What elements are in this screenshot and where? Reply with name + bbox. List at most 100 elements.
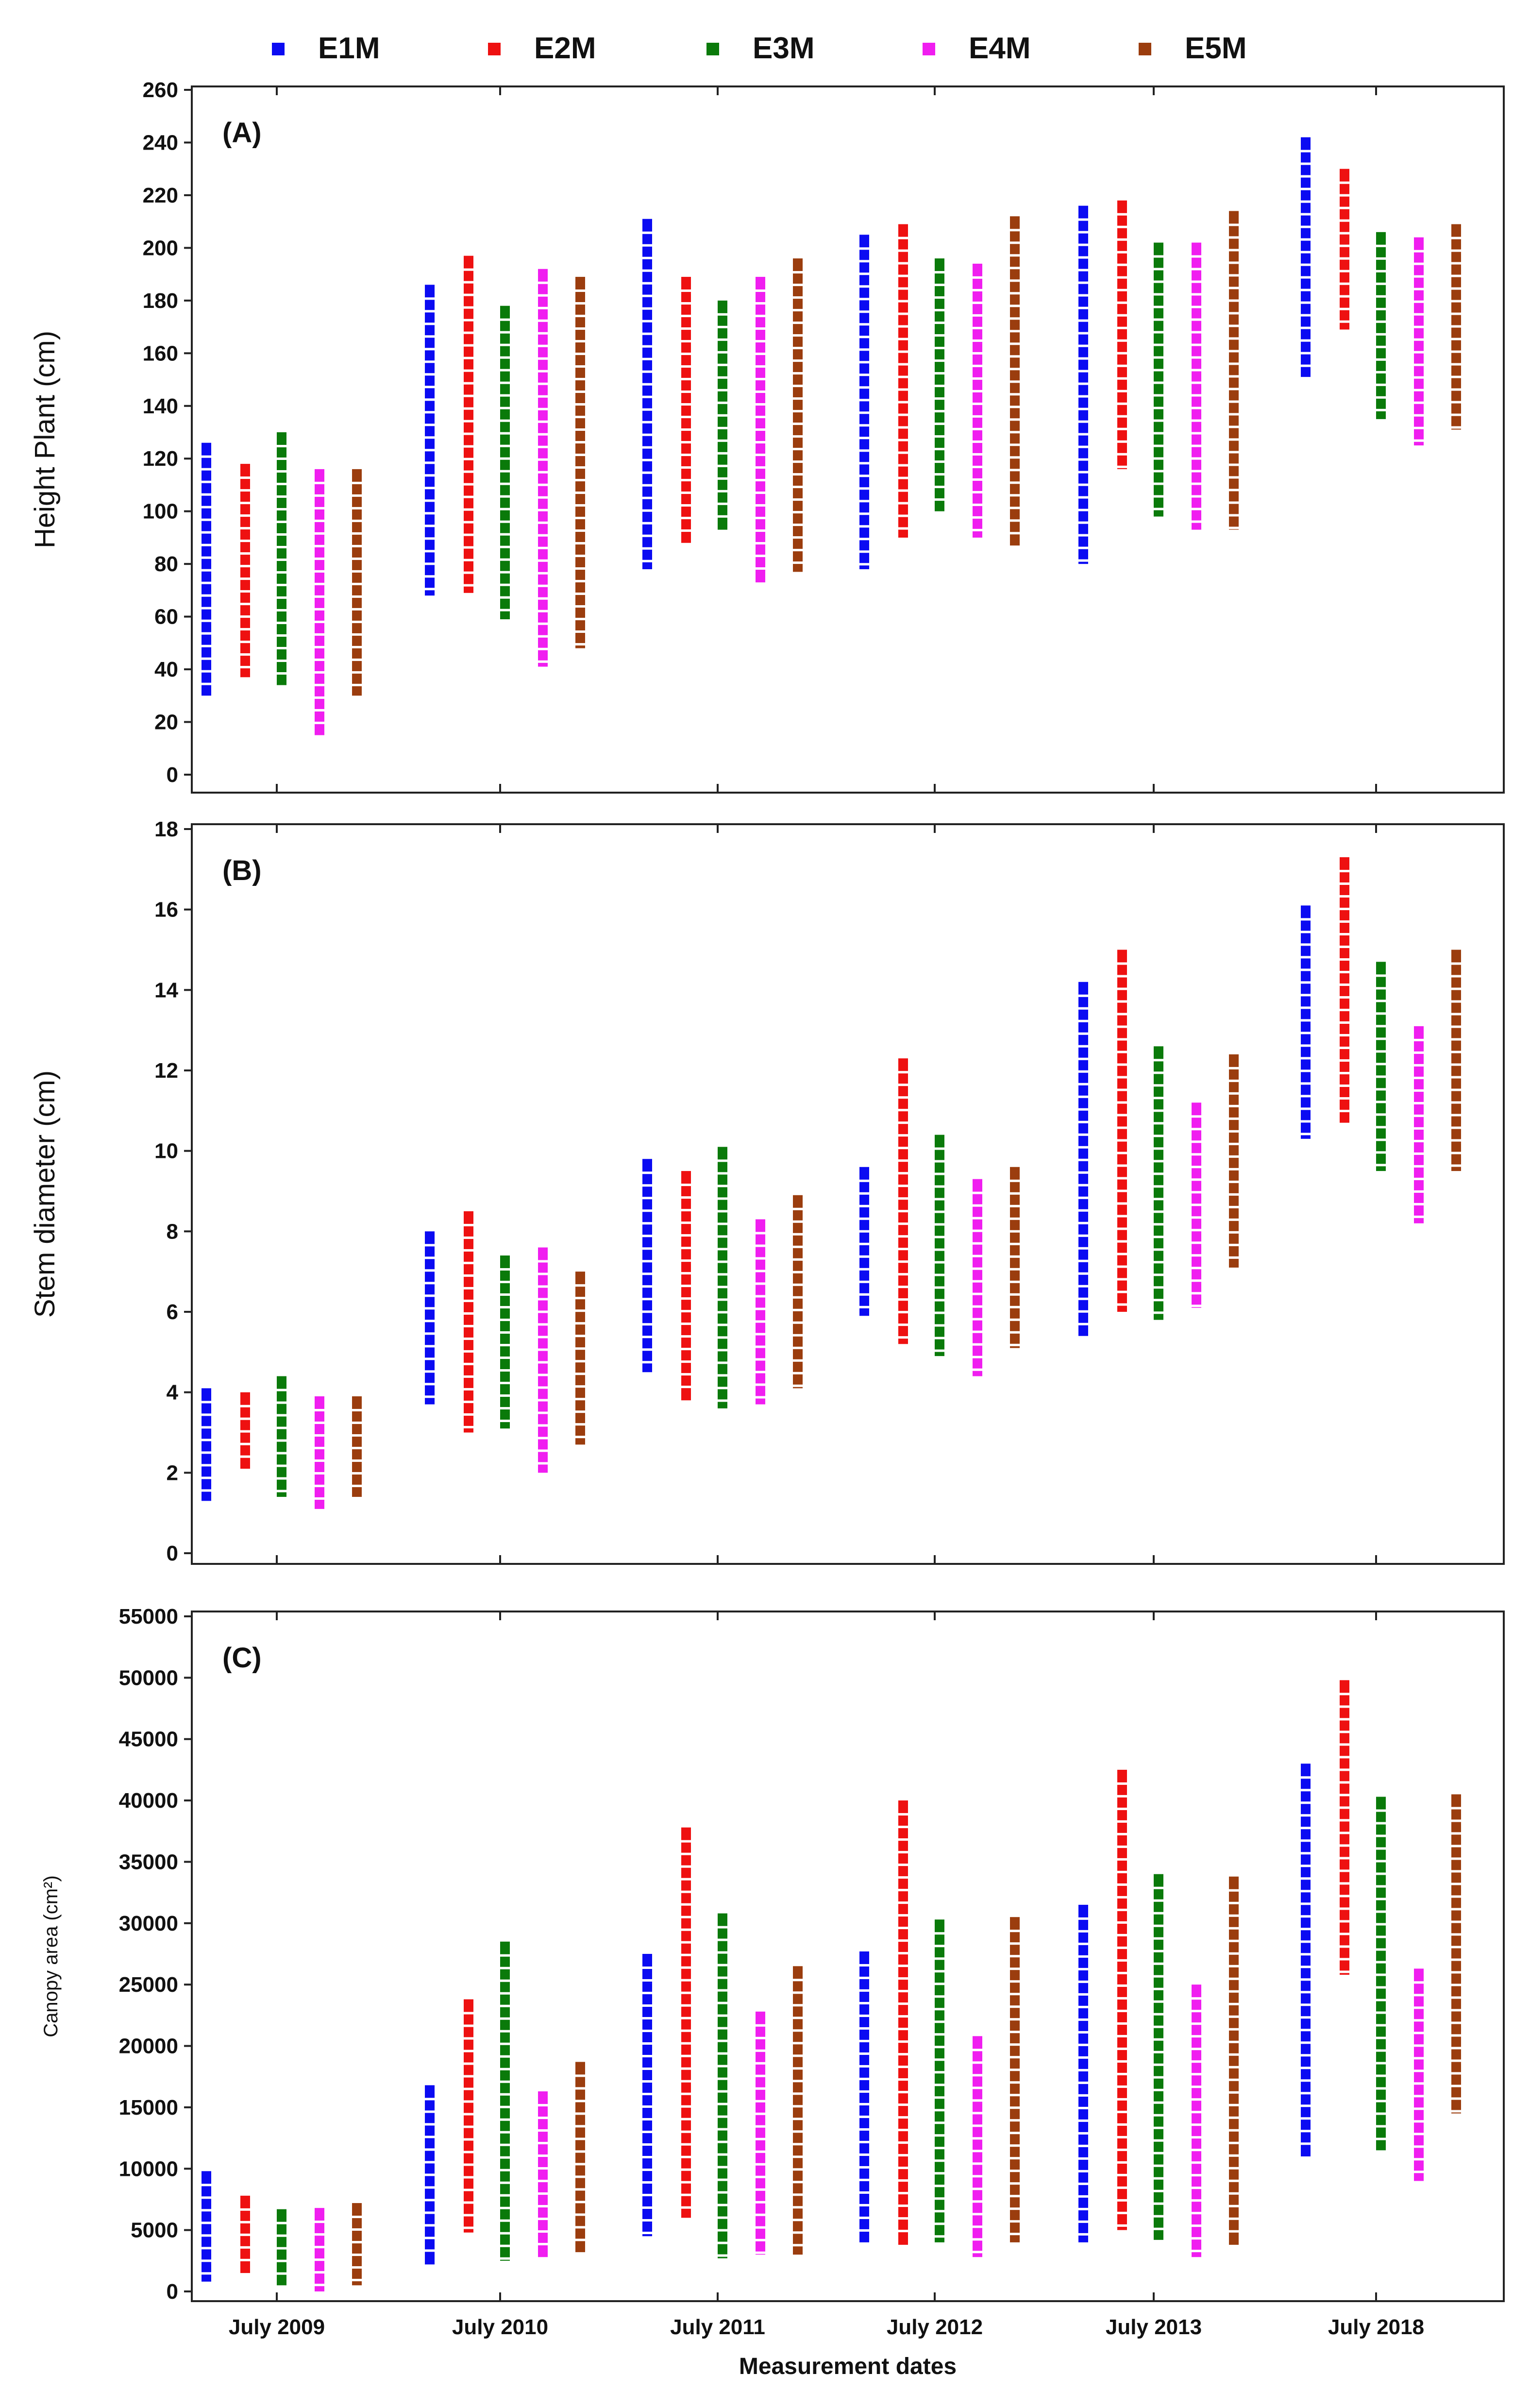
marker-gap (755, 2036, 766, 2039)
marker-gap (898, 363, 908, 366)
marker-gap (276, 470, 287, 473)
marker-gap (642, 1197, 653, 1200)
marker-gap (642, 1310, 653, 1313)
marker-gap (934, 334, 945, 337)
marker-gap (1078, 2170, 1089, 2172)
marker-gap (717, 2191, 728, 2194)
y-tick-label: 10000 (119, 2157, 178, 2181)
marker-gap (1153, 1286, 1164, 1289)
marker-gap (1078, 509, 1089, 511)
marker-gap (755, 542, 766, 545)
marker-gap (538, 2129, 548, 2132)
marker-gap (717, 2014, 728, 2017)
marker-gap (717, 2077, 728, 2080)
marker-gap (424, 461, 435, 464)
marker-gap (717, 1273, 728, 1276)
marker-gap (1009, 368, 1020, 371)
marker-gap (1451, 1882, 1462, 1885)
marker-gap (352, 1446, 362, 1449)
marker-gap (792, 2206, 803, 2209)
marker-gap (575, 1398, 586, 1401)
marker-gap (1153, 457, 1164, 460)
marker-gap (1078, 1297, 1089, 1300)
marker-gap (276, 596, 287, 599)
marker-gap (1228, 425, 1239, 428)
marker-gap (1413, 2006, 1424, 2009)
marker-gap (276, 2247, 287, 2250)
marker-gap (1376, 2049, 1386, 2052)
marker-gap (972, 2188, 983, 2190)
marker-gap (276, 1464, 287, 1467)
marker-gap (898, 1914, 908, 1917)
marker-gap (1191, 369, 1202, 372)
marker-gap (1078, 2220, 1089, 2223)
marker-gap (575, 2163, 586, 2166)
marker-gap (972, 1217, 983, 1220)
marker-gap (463, 2012, 474, 2015)
marker-gap (792, 498, 803, 501)
marker-gap (276, 445, 287, 447)
plot-frame (191, 823, 1505, 1565)
marker-gap (500, 1394, 510, 1397)
marker-gap (681, 1272, 691, 1275)
marker-gap (755, 1244, 766, 1247)
marker-gap (1413, 2107, 1424, 2110)
marker-gap (1228, 2078, 1239, 2081)
marker-gap (538, 1411, 548, 1414)
marker-gap (1451, 287, 1462, 290)
marker-gap (1191, 2187, 1202, 2189)
marker-gap (424, 1383, 435, 1386)
marker-gap (1376, 1834, 1386, 1837)
marker-gap (859, 2216, 870, 2219)
marker-gap (1228, 1952, 1239, 1955)
marker-gap (642, 231, 653, 234)
marker-gap (1451, 375, 1462, 378)
marker-gap (1153, 369, 1164, 372)
marker-gap (1117, 2161, 1127, 2164)
marker-gap (717, 426, 728, 429)
marker-gap (898, 338, 908, 340)
marker-gap (424, 373, 435, 376)
marker-gap (1153, 1975, 1164, 1978)
marker-gap (463, 2087, 474, 2090)
marker-gap (642, 1323, 653, 1326)
marker-gap (500, 356, 510, 359)
marker-gap (463, 458, 474, 460)
marker-gap (1153, 1109, 1164, 1112)
marker-gap (681, 2092, 691, 2095)
marker-gap (500, 407, 510, 409)
marker-gap (1339, 1059, 1350, 1062)
marker-gap (1191, 343, 1202, 346)
marker-gap (792, 1233, 803, 1236)
marker-gap (240, 1417, 251, 1420)
marker-gap (934, 2121, 945, 2124)
marker-gap (1376, 1961, 1386, 1964)
legend-marker-e2m (488, 43, 501, 55)
marker-gap (898, 2129, 908, 2132)
marker-gap (1228, 1901, 1239, 1904)
marker-gap (755, 441, 766, 444)
y-tick-label: 12 (154, 1059, 178, 1083)
marker-gap (1376, 1898, 1386, 1900)
point-range-e2m-july-2012 (898, 1800, 908, 2245)
marker-gap (1009, 241, 1020, 244)
marker-gap (934, 2071, 945, 2074)
marker-gap (1451, 1933, 1462, 1936)
marker-gap (1153, 444, 1164, 447)
marker-gap (642, 522, 653, 525)
marker-gap (1228, 1180, 1239, 1183)
plot-frame (191, 85, 1505, 794)
marker-gap (538, 1323, 548, 1326)
marker-gap (1117, 1126, 1127, 1129)
marker-gap (538, 622, 548, 625)
marker-gap (1300, 1789, 1311, 1792)
marker-gap (1078, 1221, 1089, 1224)
marker-gap (1451, 975, 1462, 978)
marker-gap (1300, 225, 1311, 228)
marker-gap (463, 445, 474, 448)
marker-gap (717, 1260, 728, 1263)
marker-gap (1191, 1292, 1202, 1295)
marker-gap (755, 479, 766, 482)
marker-gap (1153, 1987, 1164, 1990)
marker-gap (1078, 1259, 1089, 1262)
